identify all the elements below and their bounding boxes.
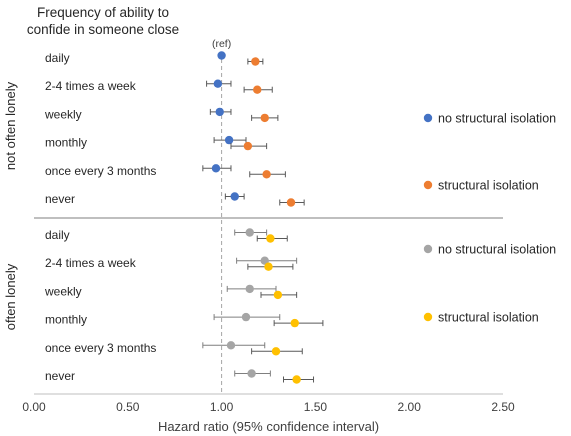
data-point — [262, 170, 271, 179]
x-tick-label: 0.50 — [116, 400, 140, 414]
category-label: 2-4 times a week — [45, 79, 137, 93]
legend-marker — [423, 244, 433, 254]
data-point — [251, 57, 260, 66]
x-tick-label: 1.50 — [304, 400, 328, 414]
data-point — [217, 51, 226, 60]
data-point — [286, 198, 296, 207]
data-point — [241, 312, 251, 322]
legend-label: no structural isolation — [438, 243, 556, 257]
data-point — [245, 228, 254, 237]
panel-label: often lonely — [3, 263, 18, 330]
panel-label: not often lonely — [3, 81, 18, 170]
x-tick-label: 2.50 — [491, 400, 515, 414]
category-label: daily — [45, 228, 70, 242]
legend-label: structural isolation — [438, 311, 539, 325]
data-point — [253, 85, 262, 94]
chart-title-line-2: confide in someone close — [27, 22, 179, 37]
data-point — [211, 164, 221, 173]
x-tick-label: 2.00 — [398, 400, 422, 414]
data-point — [215, 107, 224, 117]
data-point — [260, 256, 269, 265]
data-point — [290, 318, 299, 328]
legend-label: no structural isolation — [438, 112, 556, 126]
reference-label: (ref) — [212, 38, 231, 50]
data-point — [224, 135, 234, 145]
category-label: daily — [45, 51, 70, 65]
legend-label: structural isolation — [438, 179, 539, 193]
data-point — [245, 284, 254, 294]
data-point — [213, 79, 223, 88]
data-point — [271, 347, 281, 356]
category-label: monthly — [45, 136, 87, 150]
legend-marker — [423, 180, 433, 190]
data-point — [226, 341, 236, 350]
category-label: 2-4 times a week — [45, 256, 137, 270]
plot-area: 0.00 0.50 1.00 1.50 2.00 2.50 Hazard ratio (95… — [3, 38, 556, 434]
category-label: weekly — [44, 107, 82, 121]
x-tick-label: 1.00 — [210, 400, 234, 414]
data-point — [292, 375, 301, 384]
category-label: never — [45, 369, 75, 383]
legend-marker — [423, 113, 433, 123]
data-point — [247, 369, 256, 378]
legend-marker — [423, 312, 433, 322]
data-point — [230, 192, 239, 201]
data-point — [243, 141, 253, 151]
data-point — [266, 234, 275, 243]
category-label: once every 3 months — [45, 164, 156, 178]
category-label: weekly — [44, 284, 82, 298]
category-label: monthly — [45, 313, 87, 327]
data-point — [264, 262, 273, 271]
data-point — [260, 113, 269, 123]
data-point — [273, 290, 283, 300]
chart-title-line-1: Frequency of ability to — [37, 5, 169, 20]
category-label: once every 3 months — [45, 341, 156, 355]
x-tick-label: 0.00 — [22, 400, 46, 414]
x-axis-label: Hazard ratio (95% confidence interval) — [158, 419, 379, 434]
category-label: never — [45, 192, 75, 206]
